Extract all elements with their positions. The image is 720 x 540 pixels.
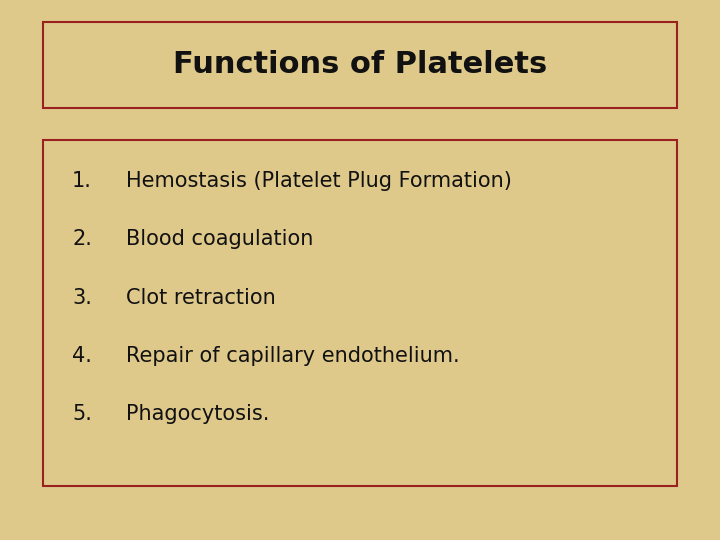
Text: Blood coagulation: Blood coagulation <box>126 229 313 249</box>
Text: Hemostasis (Platelet Plug Formation): Hemostasis (Platelet Plug Formation) <box>126 171 512 191</box>
Text: 5.: 5. <box>72 404 92 424</box>
Text: Phagocytosis.: Phagocytosis. <box>126 404 269 424</box>
Text: 1.: 1. <box>72 171 92 191</box>
Text: Functions of Platelets: Functions of Platelets <box>173 50 547 79</box>
Text: 3.: 3. <box>72 287 92 308</box>
Text: 2.: 2. <box>72 229 92 249</box>
Text: Clot retraction: Clot retraction <box>126 287 276 308</box>
Text: Repair of capillary endothelium.: Repair of capillary endothelium. <box>126 346 459 366</box>
Bar <box>43 22 677 108</box>
Bar <box>43 140 677 486</box>
Text: 4.: 4. <box>72 346 92 366</box>
